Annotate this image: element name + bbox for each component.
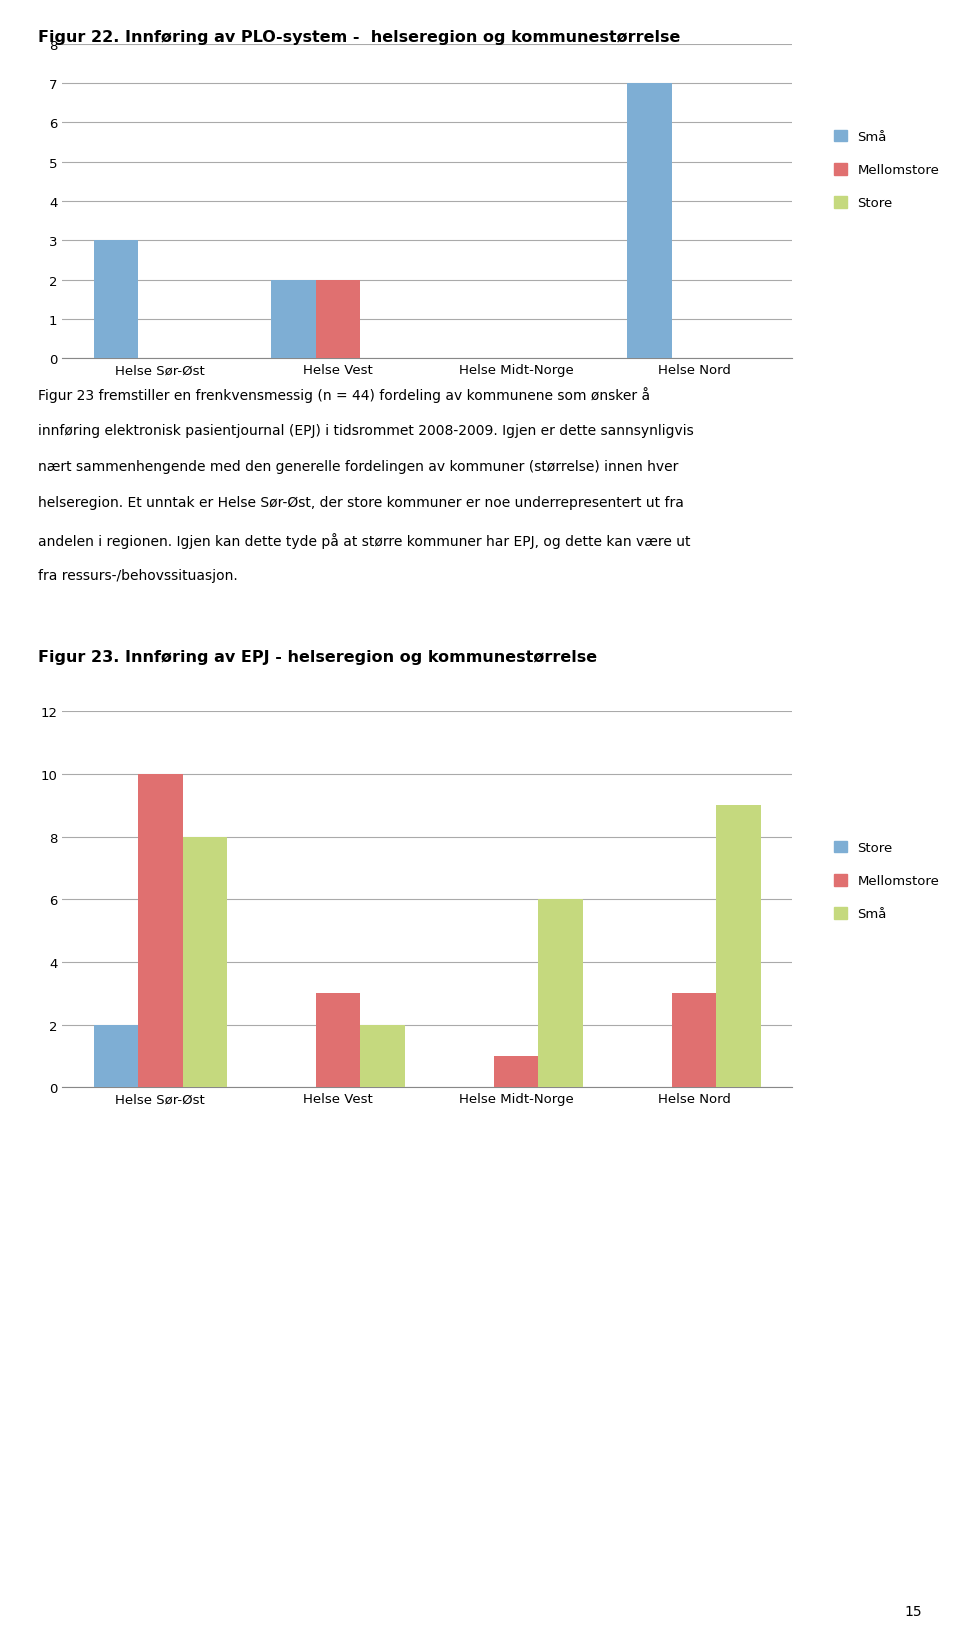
Text: fra ressurs-/behovssituasjon.: fra ressurs-/behovssituasjon. [38,569,238,582]
Text: innføring elektronisk pasientjournal (EPJ) i tidsrommet 2008-2009. Igjen er dett: innføring elektronisk pasientjournal (EP… [38,424,694,437]
Text: 15: 15 [904,1605,922,1618]
Bar [628,84,672,359]
Bar [494,1056,539,1088]
Bar [182,837,227,1088]
Bar [316,994,360,1088]
Text: helseregion. Et unntak er Helse Sør-Øst, der store kommuner er noe underrepresen: helseregion. Et unntak er Helse Sør-Øst,… [38,496,684,509]
Bar [360,1025,405,1088]
Legend: Store, Mellomstore, Små: Store, Mellomstore, Små [828,834,946,928]
Text: Figur 23 fremstiller en frenkvensmessig (n = 44) fordeling av kommunene som ønsk: Figur 23 fremstiller en frenkvensmessig … [38,387,651,404]
Bar [93,1025,138,1088]
Text: Figur 22. Innføring av PLO-system -  helseregion og kommunestørrelse: Figur 22. Innføring av PLO-system - hels… [38,30,681,44]
Text: andelen i regionen. Igjen kan dette tyde på at større kommuner har EPJ, og dette: andelen i regionen. Igjen kan dette tyde… [38,532,691,549]
Bar [138,775,182,1088]
Bar [316,280,360,359]
Legend: Små, Mellomstore, Store: Små, Mellomstore, Store [828,124,946,218]
Bar [539,900,583,1088]
Bar [672,994,716,1088]
Bar [716,806,761,1088]
Bar [272,280,316,359]
Text: nært sammenhengende med den generelle fordelingen av kommuner (størrelse) innen : nært sammenhengende med den generelle fo… [38,460,679,473]
Text: Figur 23. Innføring av EPJ - helseregion og kommunestørrelse: Figur 23. Innføring av EPJ - helseregion… [38,649,597,664]
Bar [93,241,138,359]
